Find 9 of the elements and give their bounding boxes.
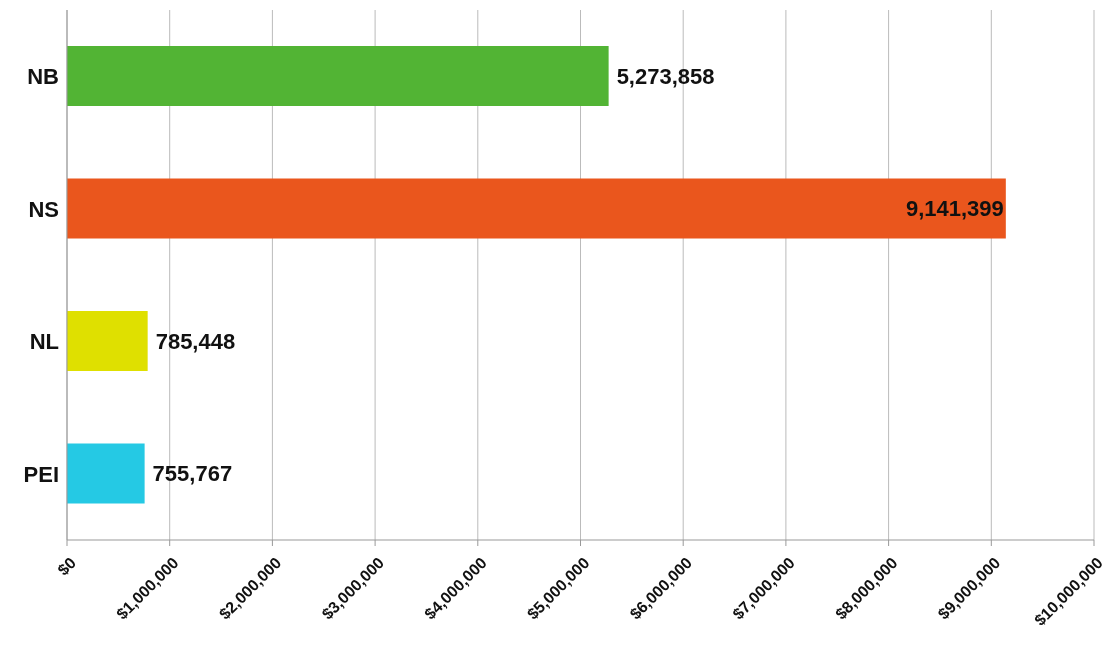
y-tick-label: PEI [23, 461, 59, 487]
y-tick-label: NS [28, 196, 59, 222]
y-tick-label: NL [29, 329, 59, 355]
data-label: 755,767 [152, 461, 233, 486]
x-tick-label: $0 [54, 553, 80, 579]
y-tick-label: NB [27, 64, 59, 90]
data-label: 5,273,858 [616, 63, 715, 89]
data-label: 785,448 [155, 328, 236, 354]
data-label: 9,141,399 [905, 196, 1004, 221]
